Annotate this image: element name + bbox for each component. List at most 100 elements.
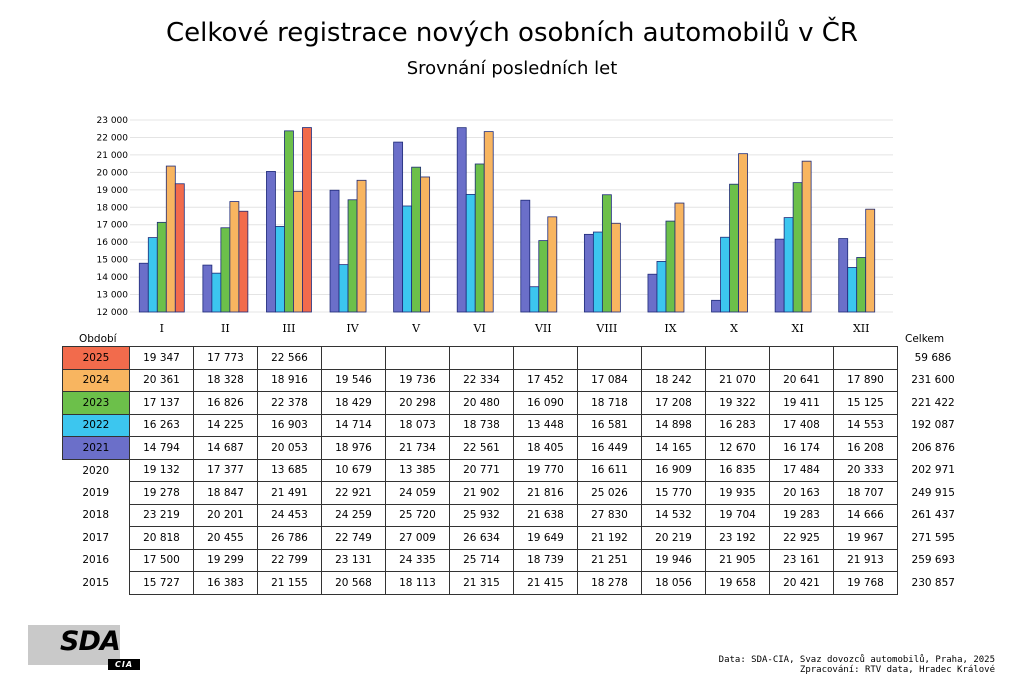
table-cell: 18 405 [513, 436, 578, 460]
bar-2022-XII [847, 267, 858, 313]
table-cell: 20 333 [833, 458, 898, 482]
table-cell: 27 009 [385, 526, 450, 550]
bar-2021-XII [838, 238, 849, 313]
total-header: Celkem [905, 333, 945, 345]
table-cell: 22 378 [257, 391, 322, 415]
table-cell: 20 361 [129, 368, 194, 392]
table-cell: 21 070 [705, 368, 770, 392]
table-cell: 21 315 [449, 571, 514, 595]
bar-2024-XI [801, 160, 812, 313]
table-cell: 23 219 [129, 503, 194, 527]
bar-2023-IV [347, 199, 358, 313]
table-row: 2025 19 347 17 773 22 566 59 686 [62, 346, 965, 370]
table-cell: 19 283 [769, 503, 834, 527]
row-year: 2024 [62, 368, 130, 392]
table-cell [449, 346, 514, 370]
table-cell: 13 448 [513, 413, 578, 437]
table-cell: 21 491 [257, 481, 322, 505]
table-cell: 22 799 [257, 548, 322, 572]
bar-2024-II [229, 201, 240, 313]
bar-2021-VII [520, 199, 531, 313]
table-cell: 19 704 [705, 503, 770, 527]
logo-subtext: CIA [108, 659, 140, 670]
table-row: 2022 16 263 14 225 16 903 14 714 18 073 18 738… [62, 413, 965, 437]
table-cell: 18 738 [449, 413, 514, 437]
table-row: 2024 20 361 18 328 18 916 19 546 19 736 22 334… [62, 368, 965, 392]
table-cell: 27 830 [577, 503, 642, 527]
row-year: 2020 [82, 464, 110, 477]
table-cell: 18 718 [577, 391, 642, 415]
table-cell: 18 916 [257, 368, 322, 392]
table-cell [513, 346, 578, 370]
table-cell: 20 421 [769, 571, 834, 595]
bar-2022-VI [465, 193, 476, 313]
table-row: 2015 15 727 16 383 21 155 20 568 18 113 21 315… [63, 571, 965, 595]
row-total: 259 693 [911, 554, 955, 567]
x-tick-label: VI [473, 322, 486, 335]
bar-2024-VIII [610, 222, 621, 313]
table-cell: 19 322 [705, 391, 770, 415]
table-cell: 14 714 [321, 413, 386, 437]
x-tick-label: XI [792, 322, 804, 335]
table-cell: 14 898 [641, 413, 706, 437]
y-tick-label: 18 000 [97, 203, 129, 213]
table-cell: 20 219 [641, 526, 706, 550]
table-cell [577, 346, 642, 370]
row-year: 2019 [82, 486, 110, 499]
table-cell: 16 581 [577, 413, 642, 437]
table-cell: 16 208 [833, 436, 898, 460]
table-cell: 16 263 [129, 413, 194, 437]
table-cell: 18 707 [833, 481, 898, 505]
table-cell: 18 056 [641, 571, 706, 595]
row-total: 59 686 [914, 351, 952, 364]
table-cell: 21 902 [449, 481, 514, 505]
y-tick-label: 16 000 [97, 238, 129, 248]
table-cell: 19 347 [129, 346, 194, 370]
y-tick-label: 22 000 [97, 133, 129, 143]
row-total: 249 915 [911, 486, 955, 499]
table-row: 2023 17 137 16 826 22 378 18 429 20 298 20 480… [62, 391, 965, 415]
table-cell: 16 835 [705, 458, 770, 482]
table-cell: 20 641 [769, 368, 834, 392]
table-cell: 22 749 [321, 526, 386, 550]
bar-2022-VIII [592, 231, 603, 313]
table-cell: 20 480 [449, 391, 514, 415]
table-cell: 17 408 [769, 413, 834, 437]
x-tick-label: X [730, 322, 738, 335]
y-tick-label: 14 000 [97, 273, 129, 283]
table-cell: 17 484 [769, 458, 834, 482]
table-cell: 19 658 [705, 571, 770, 595]
table-cell: 26 634 [449, 526, 514, 550]
table-cell: 15 727 [129, 571, 194, 595]
bar-2022-II [211, 272, 222, 313]
table-cell: 22 925 [769, 526, 834, 550]
table-row: 2016 17 500 19 299 22 799 23 131 24 335 25 714… [63, 548, 965, 572]
row-year: 2025 [62, 346, 130, 370]
table-cell: 14 165 [641, 436, 706, 460]
table-cell: 24 453 [257, 503, 322, 527]
bar-2024-IX [674, 202, 685, 313]
bar-2022-IX [656, 261, 667, 313]
bar-2022-X [720, 236, 730, 313]
table-cell: 18 113 [385, 571, 450, 595]
row-year: 2023 [62, 391, 130, 415]
table-cell: 22 561 [449, 436, 514, 460]
row-total: 202 971 [911, 464, 955, 477]
table-cell: 22 334 [449, 368, 514, 392]
row-year: 2015 [82, 576, 110, 589]
row-total: 206 876 [911, 441, 955, 454]
table-row: 2020 19 132 17 377 13 685 10 679 13 385 20 771… [63, 458, 965, 482]
logo-text: SDA [60, 626, 121, 657]
table-cell: 19 967 [833, 526, 898, 550]
bar-2024-III [293, 190, 303, 313]
bar-2021-XI [774, 238, 785, 313]
table-cell: 19 946 [641, 548, 706, 572]
table-cell: 21 638 [513, 503, 578, 527]
row-total: 221 422 [911, 396, 955, 409]
table-cell: 19 132 [129, 458, 194, 482]
bar-2024-IV [356, 179, 367, 313]
table-cell: 17 208 [641, 391, 706, 415]
x-tick-label: IV [346, 322, 359, 335]
bar-chart: 12 000 13 000 14 000 15 000 16 000 17 000 18 0… [97, 116, 893, 335]
table-cell: 20 771 [449, 458, 514, 482]
